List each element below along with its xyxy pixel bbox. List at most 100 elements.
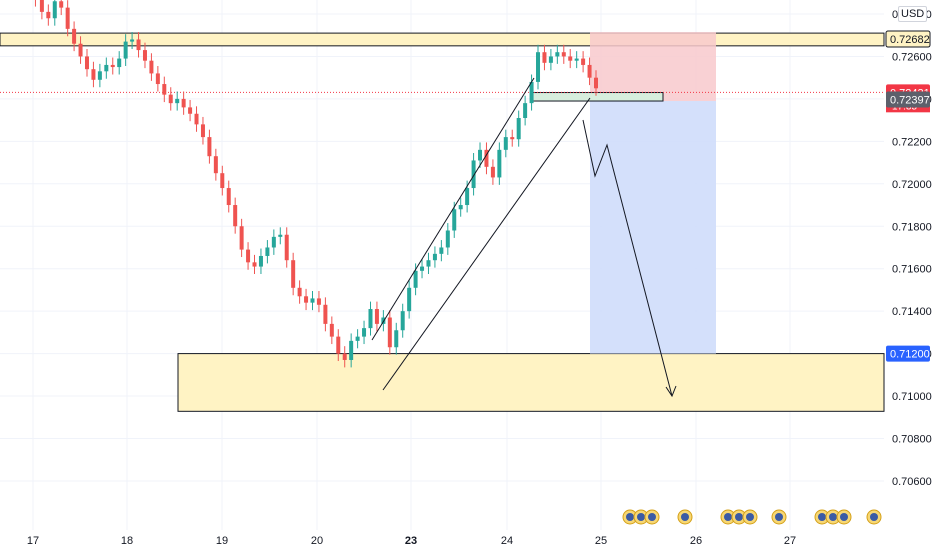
candle-body: [104, 64, 109, 72]
drawings-layer: [371, 77, 677, 398]
currency-label[interactable]: USD: [898, 6, 928, 22]
x-tick-label: 25: [595, 535, 607, 547]
candle-body: [220, 173, 225, 189]
take-profit-area: [590, 101, 716, 354]
channel-lower-line: [382, 97, 591, 391]
candle-body: [123, 41, 128, 59]
candle-body: [213, 156, 218, 174]
candle-body: [175, 98, 180, 104]
candle-body: [548, 56, 553, 63]
candle-body: [162, 84, 167, 95]
candle-body: [523, 103, 528, 119]
candle-body: [555, 52, 560, 57]
candle-body: [168, 94, 173, 104]
y-tick-label: 0.71000: [892, 391, 932, 403]
event-icon-flag: [775, 513, 783, 521]
candle-body: [478, 149, 483, 161]
candle-body: [594, 77, 598, 89]
position-layer: [0, 32, 884, 354]
event-icon-flag: [637, 513, 645, 521]
candle-body: [445, 230, 450, 248]
event-icon-flag: [681, 513, 689, 521]
candle-body: [46, 11, 51, 19]
candle-body: [536, 52, 541, 82]
candle-body: [200, 124, 205, 138]
candle-body: [574, 58, 579, 61]
projection-arrowhead: [665, 385, 677, 398]
x-tick-label: 26: [690, 535, 702, 547]
candle-body: [542, 52, 547, 63]
y-axis[interactable]: 0.728000.726000.724000.722000.720000.718…: [892, 9, 932, 488]
candle-body: [136, 39, 141, 51]
candle-body: [368, 309, 373, 329]
y-tick-label: 0.72200: [892, 136, 932, 148]
candle-body: [323, 304, 328, 324]
candle-body: [503, 137, 508, 150]
candle-body: [304, 296, 309, 303]
event-icon-flag: [724, 513, 732, 521]
candle-body: [452, 209, 457, 231]
bid-badge: 0.72397: [890, 95, 930, 107]
event-icon-flag: [818, 513, 826, 521]
x-tick-label: 18: [121, 535, 133, 547]
candle-body: [258, 255, 263, 267]
candle-body: [342, 353, 347, 360]
candle-body: [458, 205, 463, 210]
upper-zone-badge: 0.72682: [890, 34, 930, 46]
consolidation-box: [532, 92, 664, 102]
candle-body: [497, 149, 502, 178]
event-icon-flag: [626, 513, 634, 521]
event-icon-flag: [735, 513, 743, 521]
candle-body: [310, 298, 315, 303]
x-tick-label: 20: [311, 535, 323, 547]
support-zone: [177, 353, 885, 412]
candle-body: [439, 247, 444, 254]
zones-layer: [0, 32, 885, 412]
candle-body: [117, 58, 122, 68]
candle-body: [181, 98, 186, 108]
candle-body: [194, 113, 199, 125]
bid-badge-bg: [886, 91, 930, 108]
candle-body: [510, 137, 515, 140]
x-tick-label: 19: [216, 535, 228, 547]
candle-body: [188, 107, 193, 114]
channel-upper-line: [371, 77, 535, 341]
candle-body: [284, 234, 289, 261]
candle-body: [84, 56, 89, 70]
candle-body: [130, 39, 135, 42]
candle-body: [329, 323, 334, 337]
candle-body: [413, 270, 418, 288]
candle-body: [568, 56, 573, 61]
candle-body: [426, 260, 431, 267]
candle-body: [420, 266, 425, 271]
target-badge-bg: [886, 345, 930, 362]
candle-body: [297, 287, 302, 297]
candle-body: [78, 43, 83, 57]
x-tick-label: 23: [405, 535, 417, 547]
candle-body: [226, 188, 231, 206]
target-badge: 0.71200: [890, 349, 930, 361]
candle-body: [349, 340, 354, 360]
candle-body: [278, 234, 283, 237]
candle-body: [142, 50, 147, 61]
y-tick-label: 0.71600: [892, 264, 932, 276]
y-tick-label: 0.70600: [892, 476, 932, 488]
candle-body: [52, 1, 57, 19]
x-tick-label: 27: [784, 535, 796, 547]
upper-zone-badge-bg: [885, 30, 931, 48]
candle-body: [155, 73, 160, 85]
x-axis[interactable]: 17 18 19 20 23 24 25 26 27: [27, 535, 796, 547]
candle-body: [39, 0, 44, 12]
candle-body: [207, 137, 212, 157]
candle-body: [59, 1, 64, 8]
candle-body: [336, 336, 341, 354]
candle-body: [400, 311, 405, 331]
candle-body: [91, 69, 96, 80]
candle-body: [252, 262, 257, 267]
candle-body: [587, 64, 592, 78]
candle-body: [316, 298, 321, 305]
candle-body: [246, 249, 251, 263]
